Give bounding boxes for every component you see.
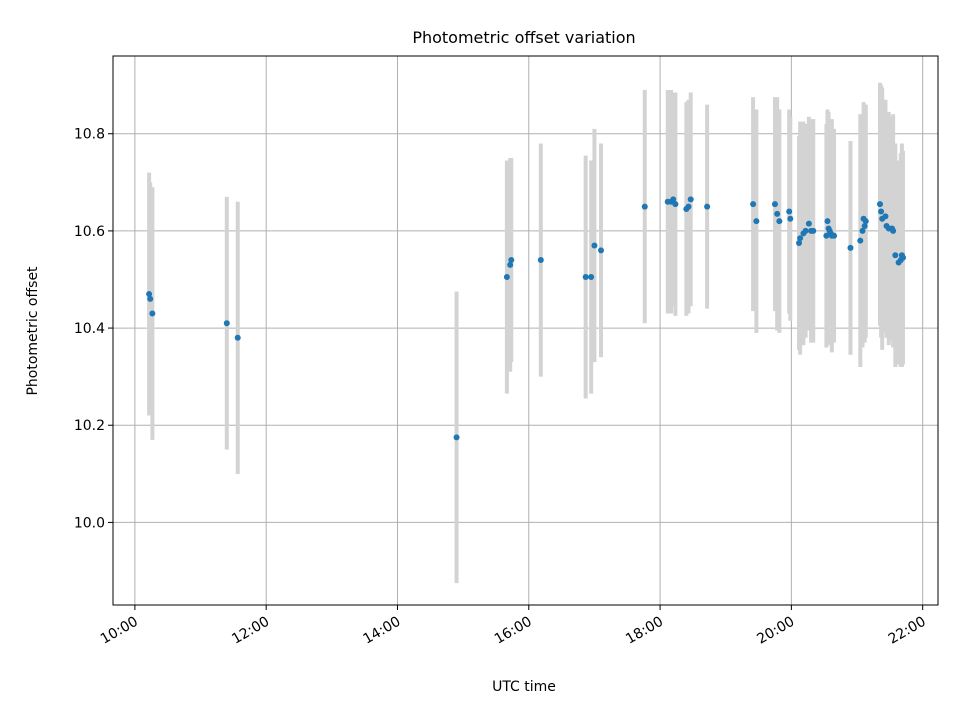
data-point: [823, 232, 830, 239]
x-tick-label: 12:00: [229, 614, 272, 648]
data-point: [882, 213, 889, 220]
data-point: [507, 261, 514, 268]
data-point: [847, 244, 854, 251]
data-point: [453, 434, 460, 441]
data-point: [831, 232, 838, 239]
y-tick-label: 10.2: [74, 418, 105, 434]
y-tick-label: 10.6: [74, 224, 105, 240]
data-point: [861, 223, 868, 230]
data-point: [591, 242, 598, 249]
x-tick-label: 18:00: [623, 614, 666, 648]
data-point: [223, 320, 230, 327]
data-point: [890, 227, 897, 234]
data-point: [582, 274, 589, 281]
x-axis-label: UTC time: [492, 679, 556, 695]
chart-title: Photometric offset variation: [412, 28, 635, 47]
y-axis-label: Photometric offset: [25, 266, 41, 396]
data-point: [774, 210, 781, 217]
y-tick-label: 10.0: [74, 515, 105, 531]
y-tick-label: 10.8: [74, 127, 105, 143]
data-point: [672, 201, 679, 208]
data-point: [147, 295, 154, 302]
data-point: [685, 203, 692, 210]
data-point: [776, 218, 783, 225]
data-points: [146, 196, 906, 441]
data-point: [597, 247, 604, 254]
data-point: [753, 218, 760, 225]
x-tick-label: 16:00: [492, 614, 535, 648]
data-point: [802, 227, 809, 234]
data-point: [796, 240, 803, 247]
plot-frame: [112, 55, 939, 606]
data-point: [508, 257, 515, 264]
x-tick-label: 10:00: [98, 614, 141, 648]
data-point: [857, 237, 864, 244]
data-point: [797, 235, 804, 242]
data-point: [149, 310, 156, 317]
data-point: [862, 218, 869, 225]
data-point: [824, 218, 831, 225]
error-bars: [147, 82, 905, 584]
data-point: [771, 201, 778, 208]
data-point: [146, 291, 153, 298]
x-tick-label: 14:00: [361, 614, 404, 648]
data-point: [878, 208, 885, 215]
y-tick-label: 10.4: [74, 321, 105, 337]
data-point: [503, 274, 510, 281]
data-point: [899, 254, 906, 261]
data-point: [892, 252, 899, 259]
data-point: [859, 227, 866, 234]
data-point: [786, 208, 793, 215]
data-point: [787, 215, 794, 222]
x-tick-label: 22:00: [886, 614, 929, 648]
data-point: [588, 274, 595, 281]
data-point: [537, 257, 544, 264]
data-point: [750, 201, 757, 208]
data-point: [877, 201, 884, 208]
data-point: [641, 203, 648, 210]
data-point: [810, 227, 817, 234]
data-point: [234, 334, 241, 341]
data-point: [670, 196, 677, 203]
x-tick-label: 20:00: [754, 614, 797, 648]
data-point: [805, 220, 812, 227]
data-point: [704, 203, 711, 210]
data-point: [687, 196, 694, 203]
